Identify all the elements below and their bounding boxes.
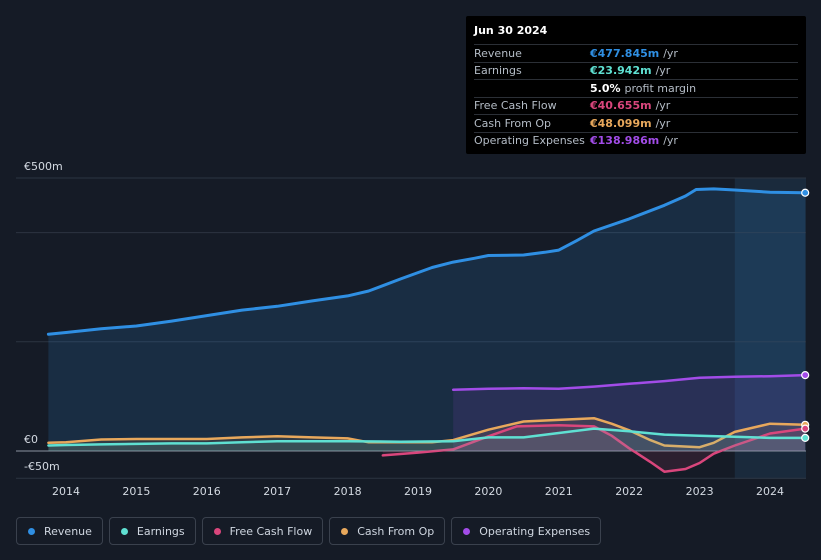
legend-label: Operating Expenses [479,524,591,538]
tooltip-row-value: €48.099m [590,116,652,130]
data-tooltip: Jun 30 2024 Revenue €477.845m/yr Earnings €… [466,16,806,154]
tooltip-rows: Revenue €477.845m/yr Earnings €23.942m/yr 5.… [474,44,798,149]
x-tick-label: 2014 [52,485,80,498]
legend-dot-icon [213,527,221,535]
tooltip-row-unit: /yr [663,46,678,60]
y-label-bottom: -€50m [24,460,60,473]
tooltip-row-unit: /yr [655,99,671,113]
legend-item-operating-expenses[interactable]: Operating Expenses [451,517,602,545]
tooltip-row-label: Revenue [474,46,522,60]
tooltip-row-unit: /yr [663,134,678,148]
x-tick-label: 2016 [193,485,221,498]
x-tick-label: 2024 [756,485,784,498]
legend-label: Cash From Op [357,524,435,538]
legend-dot-icon [341,527,349,535]
legend-label: Free Cash Flow [229,524,313,538]
opex-line [451,373,807,392]
tooltip-row-unit: profit margin [624,81,697,95]
tooltip-row-value: €40.655m [590,99,652,113]
tooltip-row-label: Cash From Op [474,116,552,130]
legend-item-revenue[interactable]: Revenue [16,517,103,545]
tooltip-row-value: €23.942m [590,64,652,78]
tooltip-row-label: Earnings [474,64,522,78]
x-tick-label: 2015 [122,485,150,498]
tooltip-row: Earnings €23.942m/yr [474,61,798,80]
series-group [46,187,810,473]
x-axis: 2014 2015 2016 2017 2018 2019 2020 2021 2022 2023… [52,485,784,498]
x-tick-label: 2021 [545,485,573,498]
x-tick-label: 2018 [334,485,362,498]
tooltip-row-unit: /yr [655,116,671,130]
x-tick-label: 2017 [263,485,291,498]
tooltip-row: Operating Expenses €138.986m/yr [474,131,798,150]
tooltip-row: Revenue €477.845m/yr [474,44,798,62]
y-label-top: €500m [24,160,63,173]
tooltip-row-value: 5.0% [590,81,621,95]
earnings-area [48,428,806,451]
tooltip-date: Jun 30 2024 [474,24,548,37]
legend-dot-icon [28,527,35,535]
legend-dot-icon [463,527,471,535]
x-tick-label: 2022 [615,485,643,498]
legend-item-cash-from-op[interactable]: Cash From Op [329,517,446,545]
revenue-endpoint [801,188,810,197]
legend-item-earnings[interactable]: Earnings [108,517,196,545]
legend-item-free-cash-flow[interactable]: Free Cash Flow [201,517,324,545]
earnings-endpoint [801,433,810,442]
legend-label: Revenue [44,524,92,538]
opex-endpoint [801,371,810,380]
y-label-zero: €0 [24,433,38,446]
tooltip-row-value: €138.986m [590,134,660,148]
tooltip-row-value: €477.845m [590,46,660,60]
fcf-endpoint [801,424,810,433]
legend-label: Earnings [136,524,185,538]
legend-dot-icon [120,527,128,535]
opex-area [453,375,806,451]
tooltip-row: Free Cash Flow €40.655m/yr [474,96,798,115]
tooltip-row: 5.0% profit margin [474,79,798,97]
x-tick-label: 2020 [474,485,502,498]
fcf-line [381,424,807,473]
tooltip-row-label: Operating Expenses [474,134,585,148]
tooltip-row: Cash From Op €48.099m/yr [474,114,798,132]
x-tick-label: 2023 [686,485,714,498]
legend: Revenue Earnings Free Cash Flow Cash From O… [16,517,602,545]
x-tick-label: 2019 [404,485,432,498]
revenue-line [46,187,807,336]
tooltip-row-unit: /yr [655,64,671,78]
earnings-line [47,427,807,447]
tooltip-row-label: Free Cash Flow [474,99,557,113]
